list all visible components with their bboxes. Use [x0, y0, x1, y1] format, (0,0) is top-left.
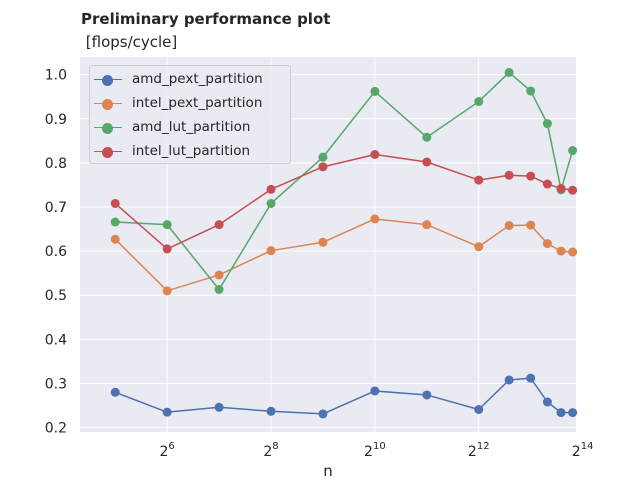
legend-label: amd_lut_partition [132, 119, 251, 135]
data-point [422, 157, 432, 167]
chart-title: Preliminary performance plot [81, 10, 331, 28]
legend-item-amd-lut: amd_lut_partition [90, 117, 290, 139]
x-tick-label: 28 [263, 441, 278, 460]
series-intel-pext-partition [110, 214, 578, 296]
data-point [542, 239, 552, 249]
x-tick-label: 210 [364, 441, 386, 460]
data-point [370, 386, 380, 396]
data-point [318, 237, 328, 247]
legend-item-intel-lut: intel_lut_partition [90, 141, 290, 163]
y-tick-label: 0.3 [45, 376, 67, 392]
data-point [568, 408, 578, 418]
data-point [266, 406, 276, 416]
data-point [110, 217, 120, 227]
x-axis-label: n [323, 462, 333, 480]
legend-item-intel-pext: intel_pext_partition [90, 93, 290, 115]
data-point [542, 119, 552, 129]
x-tick-label: 214 [572, 441, 594, 460]
chart-subtitle: [flops/cycle] [81, 33, 178, 51]
data-point [504, 375, 514, 385]
y-tick-label: 1.0 [45, 68, 67, 84]
data-point [162, 407, 172, 417]
data-point [504, 67, 514, 77]
series-intel-lut-partition [110, 150, 578, 254]
data-point [474, 175, 484, 185]
legend: amd_pext_partition intel_pext_partition … [89, 65, 291, 164]
data-point [214, 220, 224, 230]
data-point [556, 246, 566, 256]
data-point [110, 234, 120, 244]
data-point [542, 397, 552, 407]
data-point [526, 86, 536, 96]
data-point [568, 247, 578, 257]
data-point [266, 246, 276, 256]
data-point [474, 242, 484, 252]
data-point [318, 162, 328, 172]
legend-swatch-marker [102, 147, 113, 158]
y-axis: 0.2 0.3 0.4 0.5 0.6 0.7 0.8 0.9 1.0 [45, 68, 67, 437]
data-point [568, 185, 578, 195]
data-point [266, 198, 276, 208]
data-point [318, 409, 328, 419]
data-point [266, 184, 276, 194]
legend-swatch-marker [102, 123, 113, 134]
legend-label: amd_pext_partition [132, 71, 263, 87]
legend-item-amd-pext: amd_pext_partition [90, 69, 290, 91]
x-tick-label: 212 [468, 441, 490, 460]
series-layer [110, 67, 578, 419]
y-tick-label: 0.9 [45, 112, 67, 128]
y-tick-label: 0.8 [45, 156, 67, 172]
data-point [162, 220, 172, 230]
legend-swatch-marker [102, 75, 113, 86]
legend-label: intel_lut_partition [132, 143, 251, 159]
y-tick-label: 0.4 [45, 332, 67, 348]
data-point [214, 402, 224, 412]
data-point [474, 97, 484, 107]
data-point [162, 286, 172, 296]
x-tick-label: 26 [159, 441, 174, 460]
data-point [110, 387, 120, 397]
series-amd-pext-partition [110, 373, 578, 419]
data-point [370, 86, 380, 96]
data-point [370, 214, 380, 224]
y-tick-label: 0.5 [45, 288, 67, 304]
data-point [422, 220, 432, 230]
y-tick-label: 0.2 [45, 421, 67, 437]
data-point [474, 405, 484, 414]
data-point [162, 244, 172, 254]
data-point [214, 285, 224, 294]
data-point [214, 270, 224, 280]
legend-label: intel_pext_partition [132, 95, 263, 111]
data-point [504, 221, 514, 231]
y-tick-label: 0.6 [45, 244, 67, 260]
data-point [318, 152, 328, 162]
data-point [526, 373, 536, 383]
data-point [526, 171, 536, 181]
data-point [556, 183, 566, 193]
legend-swatch-marker [102, 99, 113, 110]
data-point [568, 146, 578, 156]
data-point [526, 220, 536, 230]
data-point [542, 179, 552, 189]
series-amd-lut-partition [110, 67, 578, 294]
data-point [422, 390, 432, 400]
x-axis: 26 28 210 212 214 [159, 441, 593, 460]
y-tick-label: 0.7 [45, 200, 67, 216]
data-point [504, 170, 514, 180]
data-point [556, 408, 566, 418]
data-point [110, 198, 120, 208]
data-point [370, 150, 380, 159]
data-point [422, 132, 432, 142]
